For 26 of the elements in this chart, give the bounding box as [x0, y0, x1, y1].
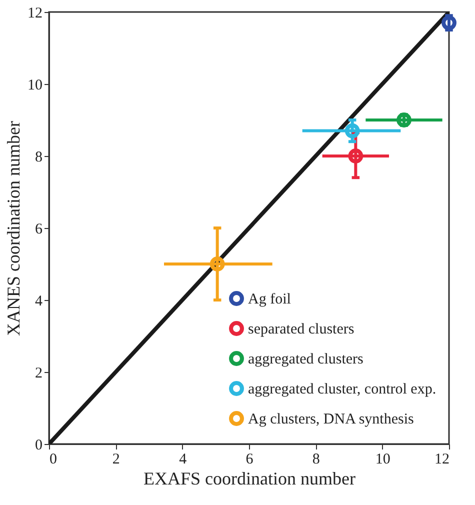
- x-tick-label: 12: [434, 452, 450, 468]
- legend-label: aggregated clusters: [248, 352, 364, 368]
- legend-label: separated clusters: [248, 322, 354, 338]
- point: [210, 256, 225, 272]
- x-axis-title: EXAFS coordination number: [144, 468, 356, 488]
- point: [396, 112, 412, 128]
- point: [344, 123, 360, 138]
- x-tick-label: 6: [246, 452, 254, 468]
- point: [348, 148, 364, 164]
- y-axis-title: XANES coordination number: [4, 121, 24, 336]
- y-tick-label: 4: [35, 294, 43, 310]
- x-tick-label: 2: [112, 452, 120, 468]
- x-tick-label: 4: [179, 452, 188, 468]
- y-tick-label: 0: [35, 438, 42, 454]
- y-tick-label: 8: [35, 150, 42, 166]
- legend-label: Ag clusters, DNA synthesis: [248, 412, 414, 428]
- point: [442, 15, 456, 30]
- y-tick-label: 6: [35, 222, 43, 238]
- x-tick-label: 8: [312, 452, 320, 468]
- legend-label: Ag foil: [248, 292, 291, 308]
- y-tick-label: 12: [28, 6, 42, 22]
- y-tick-label: 10: [28, 78, 42, 94]
- y-tick-label: 2: [35, 366, 42, 382]
- x-tick-label: 10: [375, 452, 390, 468]
- legend-label: aggregated cluster, control exp.: [248, 382, 436, 398]
- x-tick-label: 0: [50, 452, 57, 468]
